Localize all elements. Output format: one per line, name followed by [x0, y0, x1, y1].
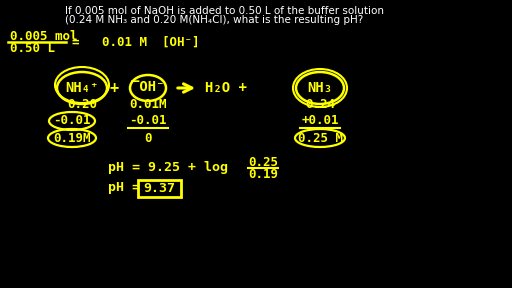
- Text: ̅OH⁻: ̅OH⁻: [131, 80, 165, 94]
- Text: -0.01: -0.01: [53, 115, 91, 128]
- Text: =   0.01 M  [OH⁻]: = 0.01 M [OH⁻]: [72, 35, 200, 48]
- Text: If 0.005 mol of NaOH is added to 0.50 L of the buffer solution: If 0.005 mol of NaOH is added to 0.50 L …: [65, 6, 384, 16]
- Text: NH₃: NH₃: [307, 81, 333, 95]
- Text: 0.20: 0.20: [67, 98, 97, 111]
- Text: 0.19M: 0.19M: [53, 132, 91, 145]
- Text: 9.37: 9.37: [143, 181, 175, 194]
- Text: -0.01: -0.01: [129, 115, 167, 128]
- Text: H₂O +: H₂O +: [205, 81, 247, 95]
- Text: 0.005 mol: 0.005 mol: [10, 29, 77, 43]
- Text: 0: 0: [144, 132, 152, 145]
- Text: 0.50 L: 0.50 L: [10, 43, 55, 56]
- Text: +0.01: +0.01: [301, 115, 339, 128]
- Text: 0.19: 0.19: [248, 168, 278, 181]
- Text: 0.25: 0.25: [248, 156, 278, 168]
- Text: pH =: pH =: [108, 181, 148, 194]
- Text: pH = 9.25 + log: pH = 9.25 + log: [108, 162, 228, 175]
- Text: (0.24 M NH₃ and 0.20 M(NH₄Cl), what is the resulting pH?: (0.24 M NH₃ and 0.20 M(NH₄Cl), what is t…: [65, 15, 363, 25]
- Text: +: +: [110, 81, 119, 96]
- Text: NH₄⁺: NH₄⁺: [65, 81, 99, 95]
- Text: 0.24: 0.24: [305, 98, 335, 111]
- Text: 0.01M: 0.01M: [129, 98, 167, 111]
- Text: 0.25 M: 0.25 M: [297, 132, 343, 145]
